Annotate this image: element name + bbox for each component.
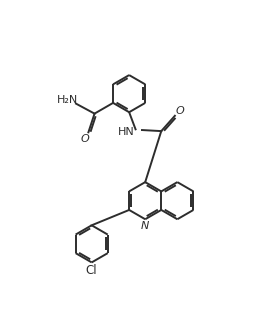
Text: Cl: Cl — [86, 264, 97, 277]
Text: H₂N: H₂N — [56, 95, 78, 105]
Text: O: O — [81, 134, 90, 144]
Text: N: N — [141, 221, 149, 231]
Text: HN: HN — [118, 127, 135, 137]
Text: O: O — [175, 106, 184, 116]
